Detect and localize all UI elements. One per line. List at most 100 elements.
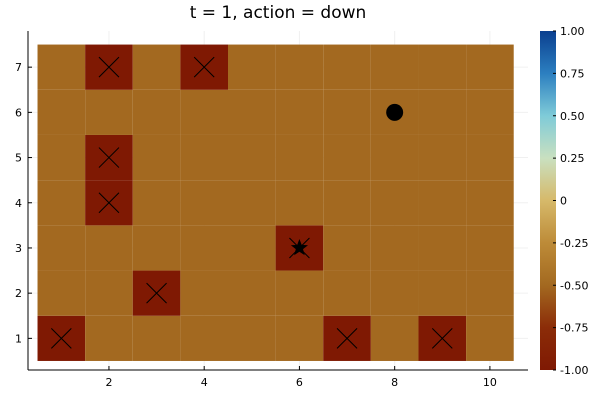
obstacle-x-marker xyxy=(336,328,358,349)
grid-cell xyxy=(85,315,133,361)
y-tick-label: 3 xyxy=(15,242,22,255)
x-tick-label: 10 xyxy=(483,376,497,389)
grid-cell xyxy=(132,315,181,361)
grid-cell xyxy=(180,134,228,181)
grid-cell xyxy=(466,44,514,90)
obstacle-x-marker xyxy=(146,282,167,304)
obstacle-x-marker xyxy=(98,56,120,78)
grid-cell xyxy=(180,270,228,316)
grid-cell xyxy=(85,270,133,316)
grid-cell xyxy=(275,134,324,181)
grid-cell xyxy=(418,180,467,226)
grid-cell xyxy=(180,89,228,135)
colorbar-tick-label: -0.25 xyxy=(560,237,588,250)
x-stroke xyxy=(431,328,453,349)
y-tick-label: 6 xyxy=(15,106,22,119)
goal-star-icon xyxy=(290,239,308,256)
colorbar-tick-label: 0 xyxy=(560,195,567,208)
x-tick-label: 6 xyxy=(296,376,303,389)
x-stroke xyxy=(146,282,167,304)
grid-cell xyxy=(418,44,467,90)
grid-cell xyxy=(132,89,181,135)
colorbar: -1.00 -0.75 -0.50 -0.25 0 0.25 0.50 0.75 1.00 xyxy=(540,25,588,377)
plot-title: t = 1, action = down xyxy=(190,3,367,23)
grid-cell xyxy=(132,134,181,181)
grid-cell xyxy=(180,225,228,271)
grid-cell xyxy=(370,225,419,271)
colorbar-tick-label: -1.00 xyxy=(560,364,588,377)
grid-cell xyxy=(370,44,419,90)
colorbar-ticks: -1.00 -0.75 -0.50 -0.25 0 0.25 0.50 0.75 1.00 xyxy=(553,25,588,377)
grid-cell xyxy=(275,270,324,316)
grid-cell xyxy=(180,180,228,226)
grid-cell xyxy=(275,180,324,226)
grid-cell xyxy=(466,315,514,361)
grid-cell xyxy=(275,315,324,361)
grid-cell xyxy=(228,44,276,90)
obstacle-x-marker xyxy=(193,56,215,78)
obstacle-x-marker xyxy=(98,147,120,168)
grid-cell xyxy=(228,315,276,361)
grid-cell xyxy=(228,270,276,316)
grid-cell xyxy=(37,270,86,316)
grid-cell xyxy=(466,180,514,226)
grid-cell xyxy=(37,44,86,90)
x-stroke xyxy=(98,56,120,78)
grid-cell xyxy=(85,225,133,271)
grid-cell xyxy=(323,270,371,316)
grid-cell xyxy=(132,225,181,271)
obstacle-x-marker xyxy=(98,192,120,214)
y-tick-label: 1 xyxy=(15,332,22,345)
y-tick-label: 2 xyxy=(15,287,22,300)
grid-cell xyxy=(323,134,371,181)
grid-cell xyxy=(85,89,133,135)
grid-cell xyxy=(418,225,467,271)
y-tick-label: 5 xyxy=(15,152,22,165)
grid-cell xyxy=(466,134,514,181)
colorbar-tick-label: 1.00 xyxy=(560,25,585,38)
colorbar-gradient xyxy=(540,31,556,370)
x-stroke xyxy=(50,328,72,349)
grid-cell xyxy=(228,180,276,226)
grid-cell xyxy=(370,315,419,361)
grid-cell xyxy=(418,134,467,181)
colorbar-tick-label: 0.25 xyxy=(560,152,585,165)
colorbar-tick-label: 0.75 xyxy=(560,67,585,80)
x-tick-label: 4 xyxy=(201,376,208,389)
grid-cell xyxy=(466,225,514,271)
grid-cell xyxy=(323,44,371,90)
grid-cell xyxy=(132,180,181,226)
grid-cell xyxy=(370,180,419,226)
colorbar-tick-label: 0.50 xyxy=(560,110,585,123)
grid-cell xyxy=(37,134,86,181)
grid-cell xyxy=(228,89,276,135)
x-stroke xyxy=(193,56,215,78)
grid-cell xyxy=(418,89,467,135)
x-stroke xyxy=(98,192,120,214)
agent-marker xyxy=(386,103,404,121)
grid-cell xyxy=(466,270,514,316)
colorbar-tick-label: -0.75 xyxy=(560,322,588,335)
y-tick-label: 4 xyxy=(15,197,22,210)
grid-cell xyxy=(323,225,371,271)
colorbar-tick-label: -0.50 xyxy=(560,279,588,292)
grid-cell xyxy=(132,44,181,90)
grid-cell xyxy=(180,315,228,361)
obstacle-x-marker xyxy=(50,328,72,349)
grid-cell xyxy=(370,270,419,316)
grid-cell xyxy=(275,44,324,90)
grid-cell xyxy=(37,180,86,226)
grid-cell xyxy=(323,89,371,135)
grid-cell xyxy=(275,89,324,135)
y-tick-label: 7 xyxy=(15,61,22,74)
grid-cell xyxy=(370,134,419,181)
grid-cell xyxy=(323,180,371,226)
grid-cell xyxy=(466,89,514,135)
grid-cell xyxy=(228,225,276,271)
obstacle-x-marker xyxy=(431,328,453,349)
grid-cell xyxy=(37,225,86,271)
x-tick-label: 2 xyxy=(105,376,112,389)
grid-cell xyxy=(228,134,276,181)
